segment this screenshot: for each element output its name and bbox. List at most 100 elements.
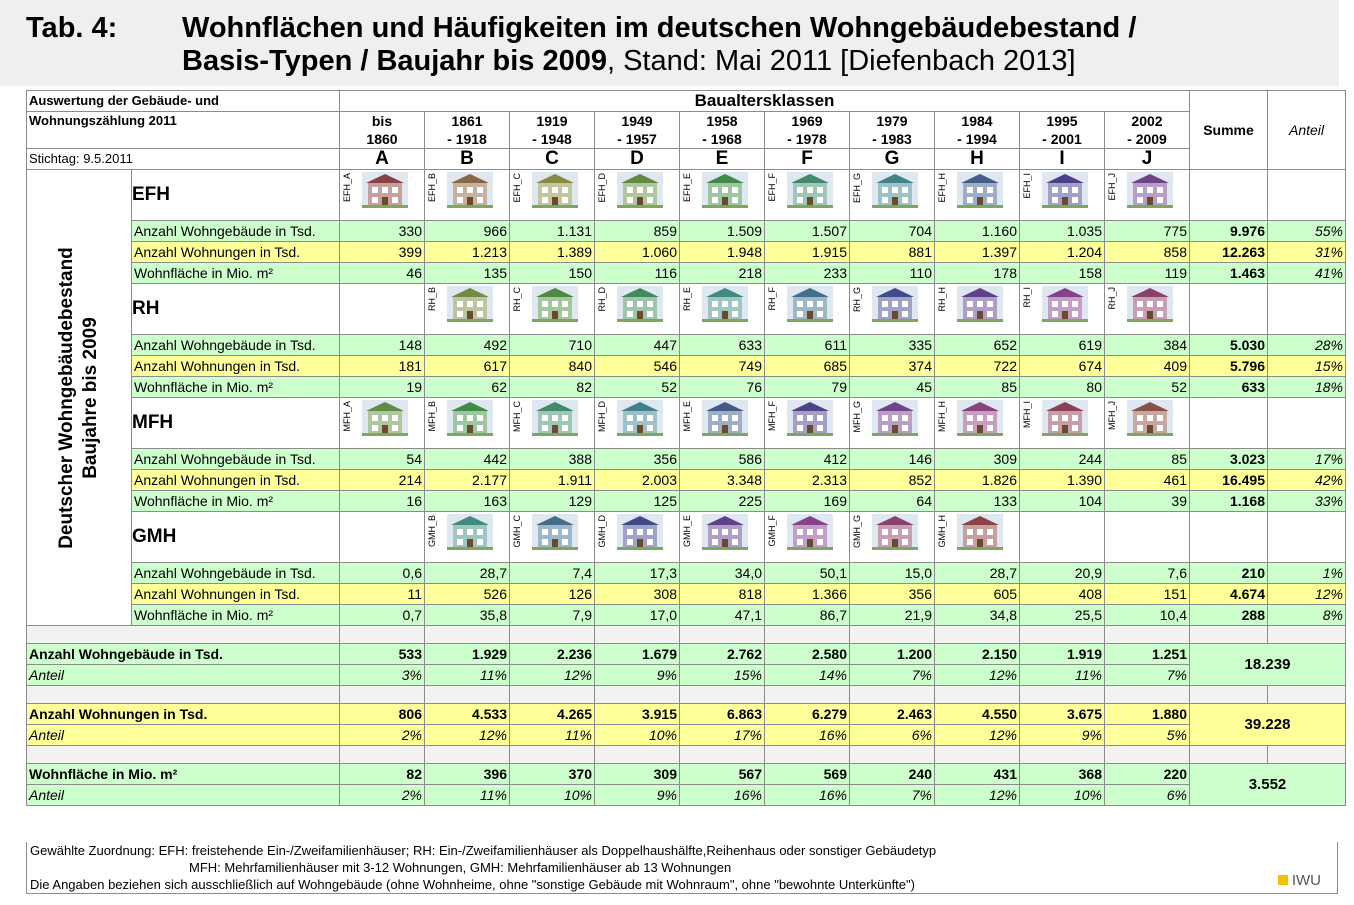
building-photo-cell: EFH_A <box>339 169 425 221</box>
year-end: - 2001 <box>1042 131 1082 147</box>
value-cell: 133 <box>934 490 1020 512</box>
sum-cell: 12.263 <box>1189 241 1268 263</box>
side-label-line1: Deutscher Wohngebäudebestand <box>56 246 77 549</box>
building-photo-cell: RH_J <box>1104 283 1190 335</box>
year-end: - 1994 <box>957 131 997 147</box>
value-cell: 135 <box>424 262 510 284</box>
year-class-header: 1919 - 1948 <box>509 111 595 149</box>
value-cell: 1.911 <box>509 469 595 491</box>
value-cell: 181 <box>339 355 425 377</box>
value-cell: 1.204 <box>1019 241 1105 263</box>
total-value-cell: 2.762 <box>679 643 765 665</box>
value-cell: 146 <box>849 448 935 470</box>
value-cell: 1.826 <box>934 469 1020 491</box>
value-cell: 399 <box>339 241 425 263</box>
total-row: Anzahl Wohnungen in Tsd. 806 4.533 4.265 3.9… <box>26 703 1346 746</box>
share-row-label: Anteil <box>26 664 340 686</box>
sum-cell: 1.463 <box>1189 262 1268 284</box>
photo-row-gmh: GMH GMH_B GMH_C GMH_D GMH_E GMH_F GMH_G GMH_H <box>27 511 1346 563</box>
year-end: 1860 <box>366 131 398 147</box>
value-cell: 54 <box>339 448 425 470</box>
total-value-cell: 806 <box>339 703 425 725</box>
building-photo-icon <box>532 400 578 436</box>
building-photo-icon <box>872 400 918 436</box>
sum-cell: 16.495 <box>1189 469 1268 491</box>
page-title-line1: Wohnflächen und Häufigkeiten im deutsche… <box>182 12 1137 44</box>
value-cell: 2.313 <box>764 469 850 491</box>
total-share-cell: 9% <box>594 784 680 806</box>
class-letter: A <box>339 148 425 170</box>
year-class-header: 1979 - 1983 <box>849 111 935 149</box>
building-stock-table: Auswertung der Gebäude- und Baualtersklas… <box>26 90 1346 806</box>
value-cell: 1.366 <box>764 583 850 605</box>
year-class-header: 2002 - 2009 <box>1104 111 1190 149</box>
value-cell: 858 <box>1104 241 1190 263</box>
building-photo-icon <box>447 172 493 208</box>
photo-code: MFH_F <box>767 401 777 431</box>
building-photo-icon <box>957 514 1003 550</box>
value-cell: 881 <box>849 241 935 263</box>
building-photo-cell: MFH_J <box>1104 397 1190 449</box>
total-value-cell: 567 <box>679 763 765 785</box>
total-share-cell: 9% <box>1019 724 1105 746</box>
value-cell: 16 <box>339 490 425 512</box>
value-cell: 178 <box>934 262 1020 284</box>
photo-code: GMH_G <box>852 515 862 549</box>
building-photo-icon <box>787 400 833 436</box>
total-share-cell: 10% <box>594 724 680 746</box>
total-value-cell: 2.150 <box>934 643 1020 665</box>
value-cell: 104 <box>1019 490 1105 512</box>
year-class-header: 1949 - 1957 <box>594 111 680 149</box>
spacer-cell <box>424 685 510 704</box>
building-photo-cell: GMH_E <box>679 511 765 563</box>
year-start: 1949 <box>621 113 653 129</box>
value-cell: 0,6 <box>339 562 425 584</box>
row-label: Anzahl Wohngebäude in Tsd. <box>131 220 340 242</box>
year-end: - 1918 <box>447 131 487 147</box>
value-cell: 17,3 <box>594 562 680 584</box>
photo-code: EFH_G <box>852 173 862 204</box>
building-type-label: EFH <box>131 169 340 221</box>
value-cell: 11 <box>339 583 425 605</box>
spacer-cell <box>934 685 1020 704</box>
value-cell: 840 <box>509 355 595 377</box>
building-photo-cell: EFH_C <box>509 169 595 221</box>
value-cell: 722 <box>934 355 1020 377</box>
row-label: Anzahl Wohnungen in Tsd. <box>131 241 340 263</box>
photo-code: EFH_J <box>1107 173 1117 201</box>
value-cell: 1.390 <box>1019 469 1105 491</box>
spacer-cell <box>764 685 850 704</box>
building-photo-icon <box>617 400 663 436</box>
building-photo-icon <box>1042 172 1088 208</box>
total-value-cell: 569 <box>764 763 850 785</box>
total-value-cell: 4.550 <box>934 703 1020 725</box>
value-cell: 17,0 <box>594 604 680 626</box>
value-cell: 35,8 <box>424 604 510 626</box>
year-start: 1969 <box>791 113 823 129</box>
building-type-label: MFH <box>131 397 340 449</box>
total-share-cell: 11% <box>1019 664 1105 686</box>
total-share-cell: 15% <box>679 664 765 686</box>
building-photo-icon <box>362 172 408 208</box>
grand-total-cell: 18.239 <box>1189 643 1346 686</box>
spacer-cell <box>1019 745 1105 764</box>
row-label: Wohnfläche in Mio. m² <box>131 490 340 512</box>
building-photo-cell: RH_H <box>934 283 1020 335</box>
photo-code: EFH_C <box>512 173 522 203</box>
year-end: - 2009 <box>1127 131 1167 147</box>
photo-code: GMH_B <box>427 515 437 548</box>
spacer-cell <box>339 625 425 644</box>
photo-code: RH_G <box>852 287 862 313</box>
spacer-cell <box>594 745 680 764</box>
value-cell: 46 <box>339 262 425 284</box>
value-cell: 605 <box>934 583 1020 605</box>
spacer-row <box>26 685 1346 704</box>
value-cell: 633 <box>679 334 765 356</box>
row-label: Anzahl Wohngebäude in Tsd. <box>131 562 340 584</box>
building-photo-icon <box>447 514 493 550</box>
value-cell: 586 <box>679 448 765 470</box>
title-area: Tab. 4: Wohnflächen und Häufigkeiten im … <box>0 0 1339 86</box>
year-end: - 1983 <box>872 131 912 147</box>
year-end: - 1948 <box>532 131 572 147</box>
total-share-cell: 12% <box>934 784 1020 806</box>
